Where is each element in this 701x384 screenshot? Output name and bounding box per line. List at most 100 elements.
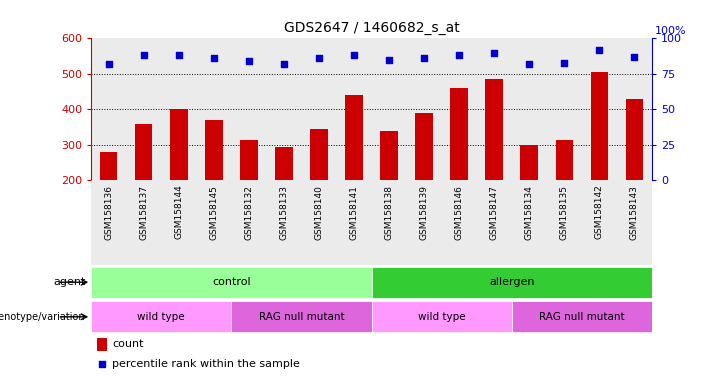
Point (208, 55, 219, 61)
Bar (196, 180, 231, 265)
Bar (617, 180, 652, 265)
Bar (205, 120, 223, 180)
Point (103, 61, 114, 67)
Bar (91, 38, 126, 180)
Text: GSM158135: GSM158135 (560, 185, 569, 240)
Bar (231, 180, 266, 265)
Bar (416, 113, 433, 180)
Text: count: count (112, 339, 144, 349)
Text: wild type: wild type (418, 312, 465, 322)
Title: GDS2647 / 1460682_s_at: GDS2647 / 1460682_s_at (284, 21, 459, 35)
Text: GSM158146: GSM158146 (455, 185, 463, 240)
Text: GSM158140: GSM158140 (315, 185, 323, 240)
Bar (512, 38, 547, 180)
Text: allergen: allergen (489, 277, 534, 287)
Bar (486, 79, 503, 180)
Point (348, 52, 360, 58)
Point (383, 56, 395, 63)
Point (524, 61, 535, 67)
Bar (240, 140, 258, 180)
Point (629, 54, 640, 60)
Bar (512, 180, 547, 265)
Text: RAG null mutant: RAG null mutant (539, 312, 625, 322)
Text: GSM158134: GSM158134 (525, 185, 533, 240)
Bar (372, 180, 407, 265)
Bar (275, 147, 293, 180)
Bar (231, 301, 372, 332)
Bar (91, 180, 126, 265)
Point (454, 52, 465, 58)
Text: RAG null mutant: RAG null mutant (259, 312, 344, 322)
Bar (547, 38, 582, 180)
Bar (161, 38, 196, 180)
Text: GSM158136: GSM158136 (104, 185, 113, 240)
Bar (451, 88, 468, 180)
Point (559, 60, 570, 66)
Text: GSM158143: GSM158143 (630, 185, 639, 240)
Point (96, 361, 107, 367)
Bar (301, 38, 336, 180)
Bar (582, 38, 617, 180)
Text: wild type: wild type (137, 312, 185, 322)
Bar (97, 338, 107, 351)
Bar (91, 301, 231, 332)
Bar (346, 95, 363, 180)
Text: GSM158142: GSM158142 (595, 185, 604, 240)
Bar (311, 129, 328, 180)
Bar (372, 38, 407, 180)
Bar (100, 152, 118, 180)
Text: GSM158147: GSM158147 (490, 185, 498, 240)
Bar (407, 180, 442, 265)
Bar (407, 38, 442, 180)
Bar (626, 99, 644, 180)
Bar (381, 131, 398, 180)
Bar (336, 38, 372, 180)
Bar (372, 301, 512, 332)
Bar (126, 38, 161, 180)
Bar (556, 140, 573, 180)
Text: control: control (212, 277, 251, 287)
Point (489, 50, 500, 56)
Text: GSM158133: GSM158133 (280, 185, 288, 240)
Text: GSM158139: GSM158139 (420, 185, 428, 240)
Point (173, 52, 184, 58)
Point (418, 55, 430, 61)
Text: GSM158132: GSM158132 (245, 185, 253, 240)
Bar (336, 180, 372, 265)
Text: agent: agent (53, 277, 86, 287)
Bar (591, 72, 608, 180)
Bar (196, 38, 231, 180)
Bar (301, 180, 336, 265)
Bar (442, 38, 477, 180)
Bar (231, 38, 266, 180)
Bar (547, 180, 582, 265)
Point (278, 61, 290, 67)
Bar (521, 145, 538, 180)
Bar (266, 180, 301, 265)
Text: GSM158141: GSM158141 (350, 185, 358, 240)
Bar (266, 38, 301, 180)
Text: genotype/variation: genotype/variation (0, 312, 86, 322)
Point (243, 58, 254, 64)
Bar (477, 180, 512, 265)
Text: GSM158145: GSM158145 (210, 185, 218, 240)
Bar (126, 180, 161, 265)
Bar (135, 124, 153, 180)
Text: GSM158138: GSM158138 (385, 185, 393, 240)
Bar (582, 180, 617, 265)
Bar (442, 180, 477, 265)
Point (594, 47, 605, 53)
Bar (91, 266, 372, 298)
Bar (477, 38, 512, 180)
Bar (512, 301, 652, 332)
Bar (161, 180, 196, 265)
Point (138, 52, 149, 58)
Bar (170, 109, 188, 180)
Text: GSM158144: GSM158144 (175, 185, 183, 240)
Bar (617, 38, 652, 180)
Text: percentile rank within the sample: percentile rank within the sample (112, 359, 300, 369)
Text: 100%: 100% (655, 26, 686, 36)
Bar (372, 266, 652, 298)
Point (313, 55, 325, 61)
Text: GSM158137: GSM158137 (139, 185, 148, 240)
